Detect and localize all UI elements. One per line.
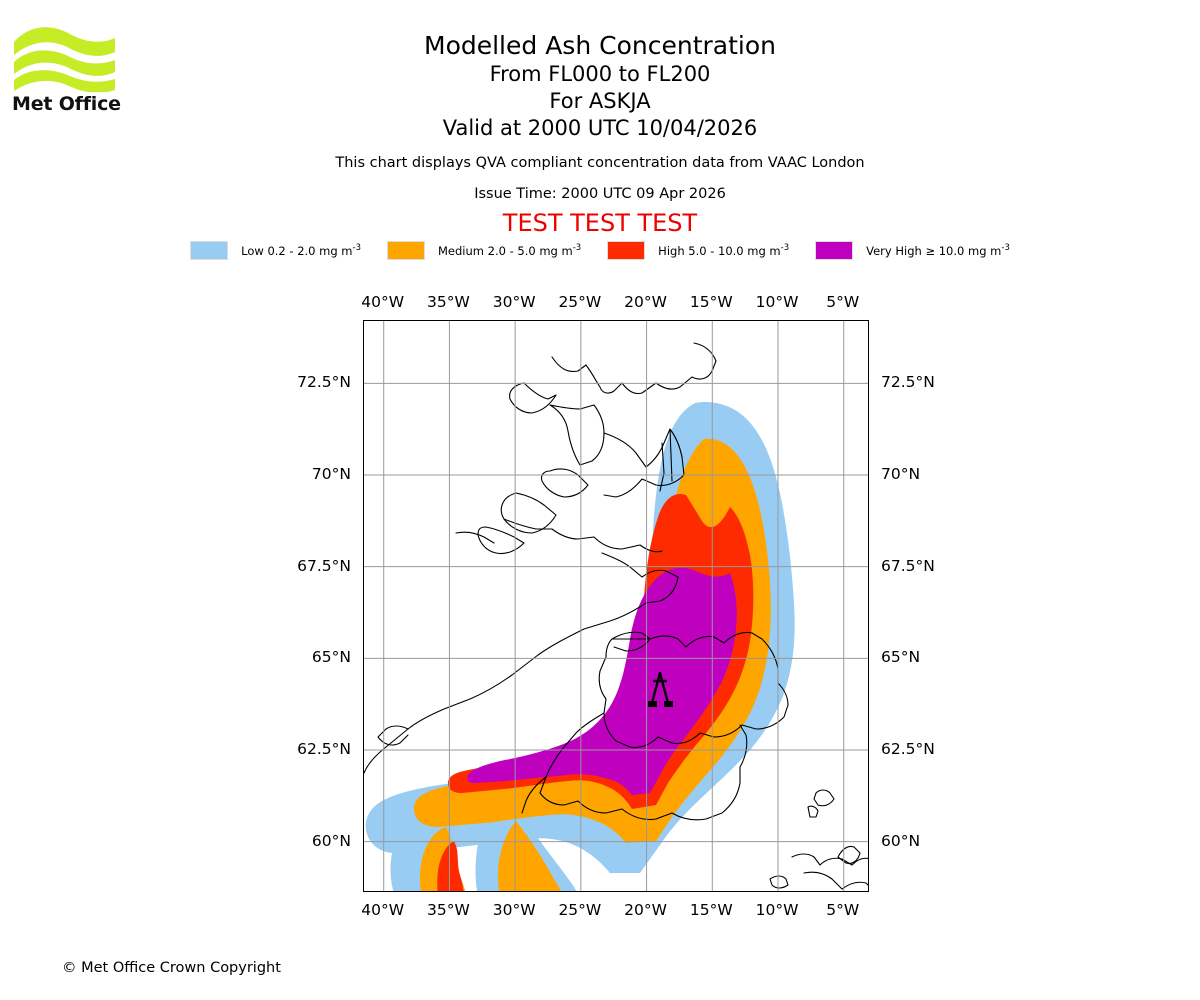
latitude-tick-label: 70°N (881, 465, 921, 483)
legend-label-low: Low 0.2 - 2.0 mg m-3 (241, 243, 361, 258)
longitude-tick-label: 30°W (492, 293, 536, 311)
longitude-tick-label: 5°W (826, 901, 860, 919)
legend-item-very-high: Very High ≥ 10.0 mg m-3 (815, 241, 1010, 260)
longitude-tick-label: 5°W (826, 293, 860, 311)
map-frame (363, 320, 869, 892)
volcano-line: For ASKJA (549, 89, 651, 113)
longitude-tick-label: 15°W (689, 901, 733, 919)
legend-swatch-very-high (815, 241, 854, 260)
longitude-tick-label: 25°W (558, 293, 602, 311)
legend-item-medium: Medium 2.0 - 5.0 mg m-3 (386, 241, 582, 260)
latitude-tick-label: 67.5°N (881, 556, 935, 575)
map-gridlines (364, 321, 868, 891)
concentration-legend: Low 0.2 - 2.0 mg m-3 Medium 2.0 - 5.0 mg … (0, 241, 1200, 260)
page-title: Modelled Ash Concentration (424, 31, 776, 60)
longitude-tick-label: 10°W (755, 901, 799, 919)
copyright-notice: © Met Office Crown Copyright (62, 960, 281, 976)
longitude-tick-label: 40°W (361, 901, 405, 919)
met-office-wordmark: Met Office (12, 93, 121, 115)
map-canvas (364, 321, 868, 891)
volcano-marker-askja (648, 671, 673, 707)
valid-time-line: Valid at 2000 UTC 10/04/2026 (442, 116, 758, 140)
legend-item-low: Low 0.2 - 2.0 mg m-3 (190, 241, 361, 260)
issue-time: Issue Time: 2000 UTC 09 Apr 2026 (474, 186, 726, 202)
legend-swatch-medium (386, 241, 425, 260)
longitude-tick-label: 20°W (624, 293, 667, 311)
latitude-tick-label: 60°N (311, 831, 351, 850)
latitude-tick-label: 72.5°N (297, 373, 351, 392)
met-office-logo: Met Office (12, 22, 132, 117)
ash-contour-very-high (467, 567, 737, 795)
latitude-tick-label: 65°N (311, 648, 351, 667)
longitude-tick-label: 35°W (427, 901, 470, 919)
legend-label-high: High 5.0 - 10.0 mg m-3 (658, 243, 790, 258)
latitude-tick-label: 62.5°N (881, 740, 935, 758)
legend-label-very-high: Very High ≥ 10.0 mg m-3 (866, 243, 1010, 258)
latitude-tick-label: 72.5°N (881, 373, 935, 392)
longitude-tick-label: 30°W (492, 901, 536, 919)
flight-level-line: From FL000 to FL200 (489, 62, 711, 86)
longitude-tick-label: 40°W (361, 293, 405, 311)
chart-header: Modelled Ash Concentration From FL000 to… (0, 0, 1200, 237)
ash-concentration-map: 40°W 35°W 30°W 25°W 20°W 15°W 10°W 5°W 40°W 35°W… (297, 293, 935, 919)
legend-swatch-low (190, 241, 229, 260)
longitude-tick-label: 10°W (755, 293, 799, 311)
legend-item-high: High 5.0 - 10.0 mg m-3 (607, 241, 789, 260)
test-banner: TEST TEST TEST (502, 209, 698, 237)
latitude-tick-label: 62.5°N (297, 740, 351, 758)
coastline-outlines (364, 342, 868, 890)
longitude-tick-label: 15°W (689, 293, 733, 311)
met-office-wave-icon (14, 27, 115, 92)
longitude-tick-label: 35°W (427, 293, 470, 311)
longitude-tick-label: 20°W (624, 901, 667, 919)
latitude-tick-label: 70°N (311, 465, 351, 483)
qva-note: This chart displays QVA compliant concen… (335, 155, 865, 171)
latitude-tick-label: 65°N (881, 648, 921, 667)
longitude-tick-label: 25°W (558, 901, 602, 919)
legend-label-medium: Medium 2.0 - 5.0 mg m-3 (437, 243, 582, 258)
latitude-tick-label: 67.5°N (297, 556, 351, 575)
latitude-tick-label: 60°N (881, 831, 921, 850)
legend-swatch-high (607, 241, 646, 260)
